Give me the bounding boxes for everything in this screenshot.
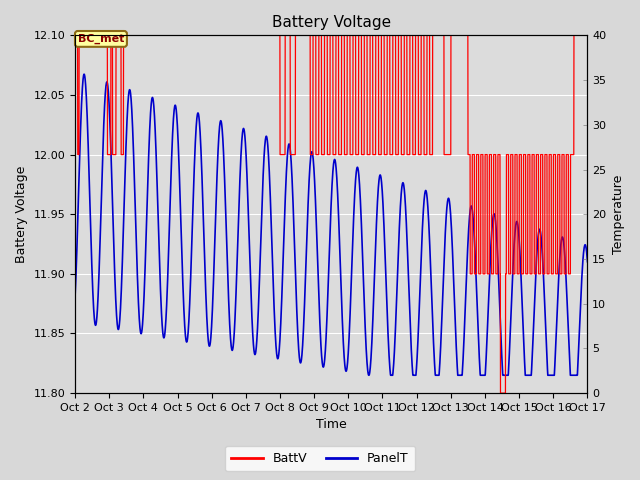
Text: BC_met: BC_met bbox=[78, 34, 124, 44]
Y-axis label: Temperature: Temperature bbox=[612, 175, 625, 254]
X-axis label: Time: Time bbox=[316, 419, 347, 432]
Y-axis label: Battery Voltage: Battery Voltage bbox=[15, 166, 28, 263]
Legend: BattV, PanelT: BattV, PanelT bbox=[225, 446, 415, 471]
Title: Battery Voltage: Battery Voltage bbox=[272, 15, 391, 30]
